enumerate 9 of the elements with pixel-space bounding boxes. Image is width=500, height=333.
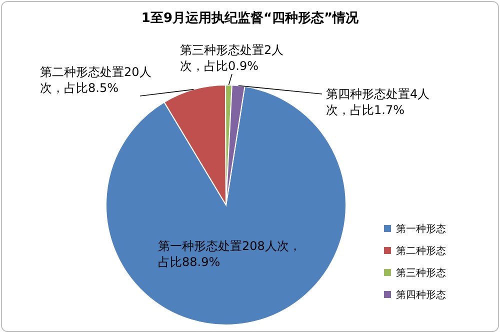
legend-label: 第四种形态 (396, 289, 446, 301)
data-label: 第一种形态处置208人次，占比88.9% (158, 238, 302, 270)
legend-label: 第三种形态 (396, 267, 446, 279)
legend-label: 第二种形态 (396, 245, 446, 257)
data-label: 第三种形态处置2人次，占比0.9% (180, 42, 285, 74)
legend-label: 第一种形态 (396, 223, 446, 235)
data-label: 第二种形态处置20人次，占比8.5% (40, 64, 152, 96)
chart-title: 1至9月运用执纪监督“四种形态”情况 (141, 10, 360, 26)
data-label: 第四种形态处置4人次，占比1.7% (326, 86, 431, 118)
